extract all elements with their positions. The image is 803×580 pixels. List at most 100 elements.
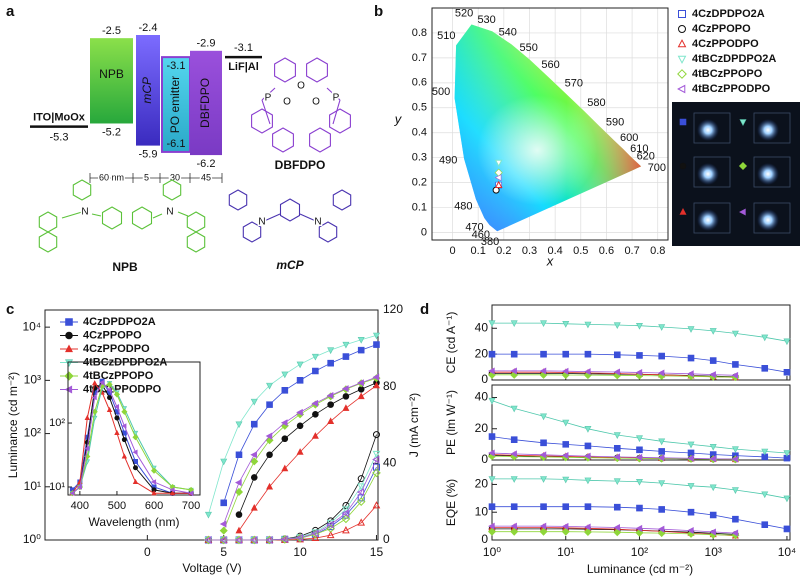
efficiency-point (658, 448, 665, 455)
x-tick-label: 10⁴ (778, 545, 797, 559)
y-tick-label: 20 (475, 346, 489, 360)
wavelength-label: 580 (587, 97, 605, 109)
current-point (372, 463, 380, 471)
bond (261, 99, 271, 125)
emission-spot (757, 163, 779, 185)
spectrum-point (132, 478, 139, 485)
current-point (249, 536, 258, 544)
efficiency-point (562, 503, 570, 510)
luminance-point (373, 341, 380, 348)
ring (38, 231, 58, 253)
spectrum-point (132, 430, 139, 437)
luminance-point (326, 391, 334, 399)
panel-label: a (6, 3, 15, 20)
white-point-glow (477, 95, 598, 206)
legend-label: 4CzDPDPO2A (692, 8, 765, 20)
atom-label: N (81, 207, 88, 218)
efficiency-point (709, 328, 717, 335)
efficiency-point (731, 455, 739, 463)
spectrum-point (113, 391, 121, 398)
energy-level-box (136, 35, 160, 146)
bond (332, 99, 341, 125)
electrode-name: LiF|Al (228, 61, 259, 73)
ring (242, 221, 262, 243)
electrode-name: ITO|MoOx (33, 112, 86, 124)
spectrum-point (114, 429, 120, 436)
ring (332, 189, 352, 211)
y-tick-label: 0 (421, 226, 427, 238)
pixel-frame (753, 112, 791, 144)
efficiency-point (657, 454, 665, 462)
efficiency-point (510, 522, 517, 530)
atom-label: O (312, 97, 320, 108)
legend-label: 4tBCzPPOPO (83, 370, 154, 382)
current-point (356, 497, 366, 506)
luminance-point (219, 520, 227, 528)
spectrum-point (84, 414, 90, 421)
luminance-point (250, 474, 258, 481)
current-point (310, 529, 319, 538)
cie-point (492, 186, 500, 194)
current-point (357, 483, 366, 491)
luminance-point (357, 346, 365, 354)
pixel-frame (693, 156, 731, 188)
electrode-level-label: -3.1 (234, 42, 253, 54)
panel-label: b (374, 3, 383, 20)
efficiency-point (561, 451, 569, 459)
efficiency-point (539, 527, 548, 536)
spectrum-point (121, 408, 128, 415)
efficiency-point (658, 324, 666, 331)
efficiency-point (783, 450, 791, 457)
homo-label: -6.2 (197, 158, 216, 170)
y-tick-label: 20 (475, 421, 489, 435)
wavelength-label: 460 (472, 229, 490, 241)
efficiency-point (687, 354, 695, 362)
emission-spot (697, 119, 719, 141)
cie-point (494, 159, 503, 168)
x-tick-label: 5 (220, 545, 227, 559)
efficiency-point (709, 511, 717, 519)
x-tick-label: 0.4 (547, 245, 562, 257)
bond (261, 213, 281, 223)
efficiency-point (488, 449, 495, 457)
legend-label: 4CzPPOPO (692, 23, 751, 35)
atom-label: P (333, 93, 340, 104)
ring (279, 198, 301, 222)
efficiency-point (539, 522, 547, 530)
spectrum-point (76, 484, 82, 490)
inset-frame (67, 361, 201, 496)
wavelength-label: 550 (520, 42, 538, 54)
spectrum-point (169, 490, 176, 496)
luminance-point (296, 408, 303, 416)
lumo-label: -2.9 (197, 38, 216, 50)
luminance-point (250, 420, 258, 428)
efficiency-point (584, 477, 592, 485)
legend-label: 4CzDPDPO2A (83, 316, 156, 328)
efficiency-point (687, 441, 695, 449)
luminance-point (220, 499, 228, 507)
spectrum-point (99, 379, 105, 386)
luminance-point (342, 353, 350, 360)
x-axis-label: Voltage (V) (182, 561, 241, 575)
luminance-point (266, 401, 273, 408)
bond (299, 213, 319, 223)
efficiency-point (510, 527, 519, 536)
y-axis-label: y (394, 111, 403, 126)
current-point (372, 450, 381, 459)
spectrum-point (121, 453, 128, 459)
efficiency-point (636, 504, 643, 512)
legend-label: 4tBCzPPODPO (692, 83, 771, 95)
luminance-point (250, 451, 257, 459)
efficiency-point (783, 338, 791, 346)
luminance-point (311, 399, 319, 407)
efficiency-point (658, 480, 666, 488)
layer-name: NPB (99, 67, 124, 81)
homo-label: -5.9 (139, 149, 158, 161)
panel-label: c (6, 301, 14, 318)
efficiency-point (658, 352, 665, 360)
spectrum-point (91, 394, 97, 401)
bond (152, 213, 163, 219)
current-line (208, 467, 377, 541)
x-tick-label: 0.8 (650, 245, 665, 257)
